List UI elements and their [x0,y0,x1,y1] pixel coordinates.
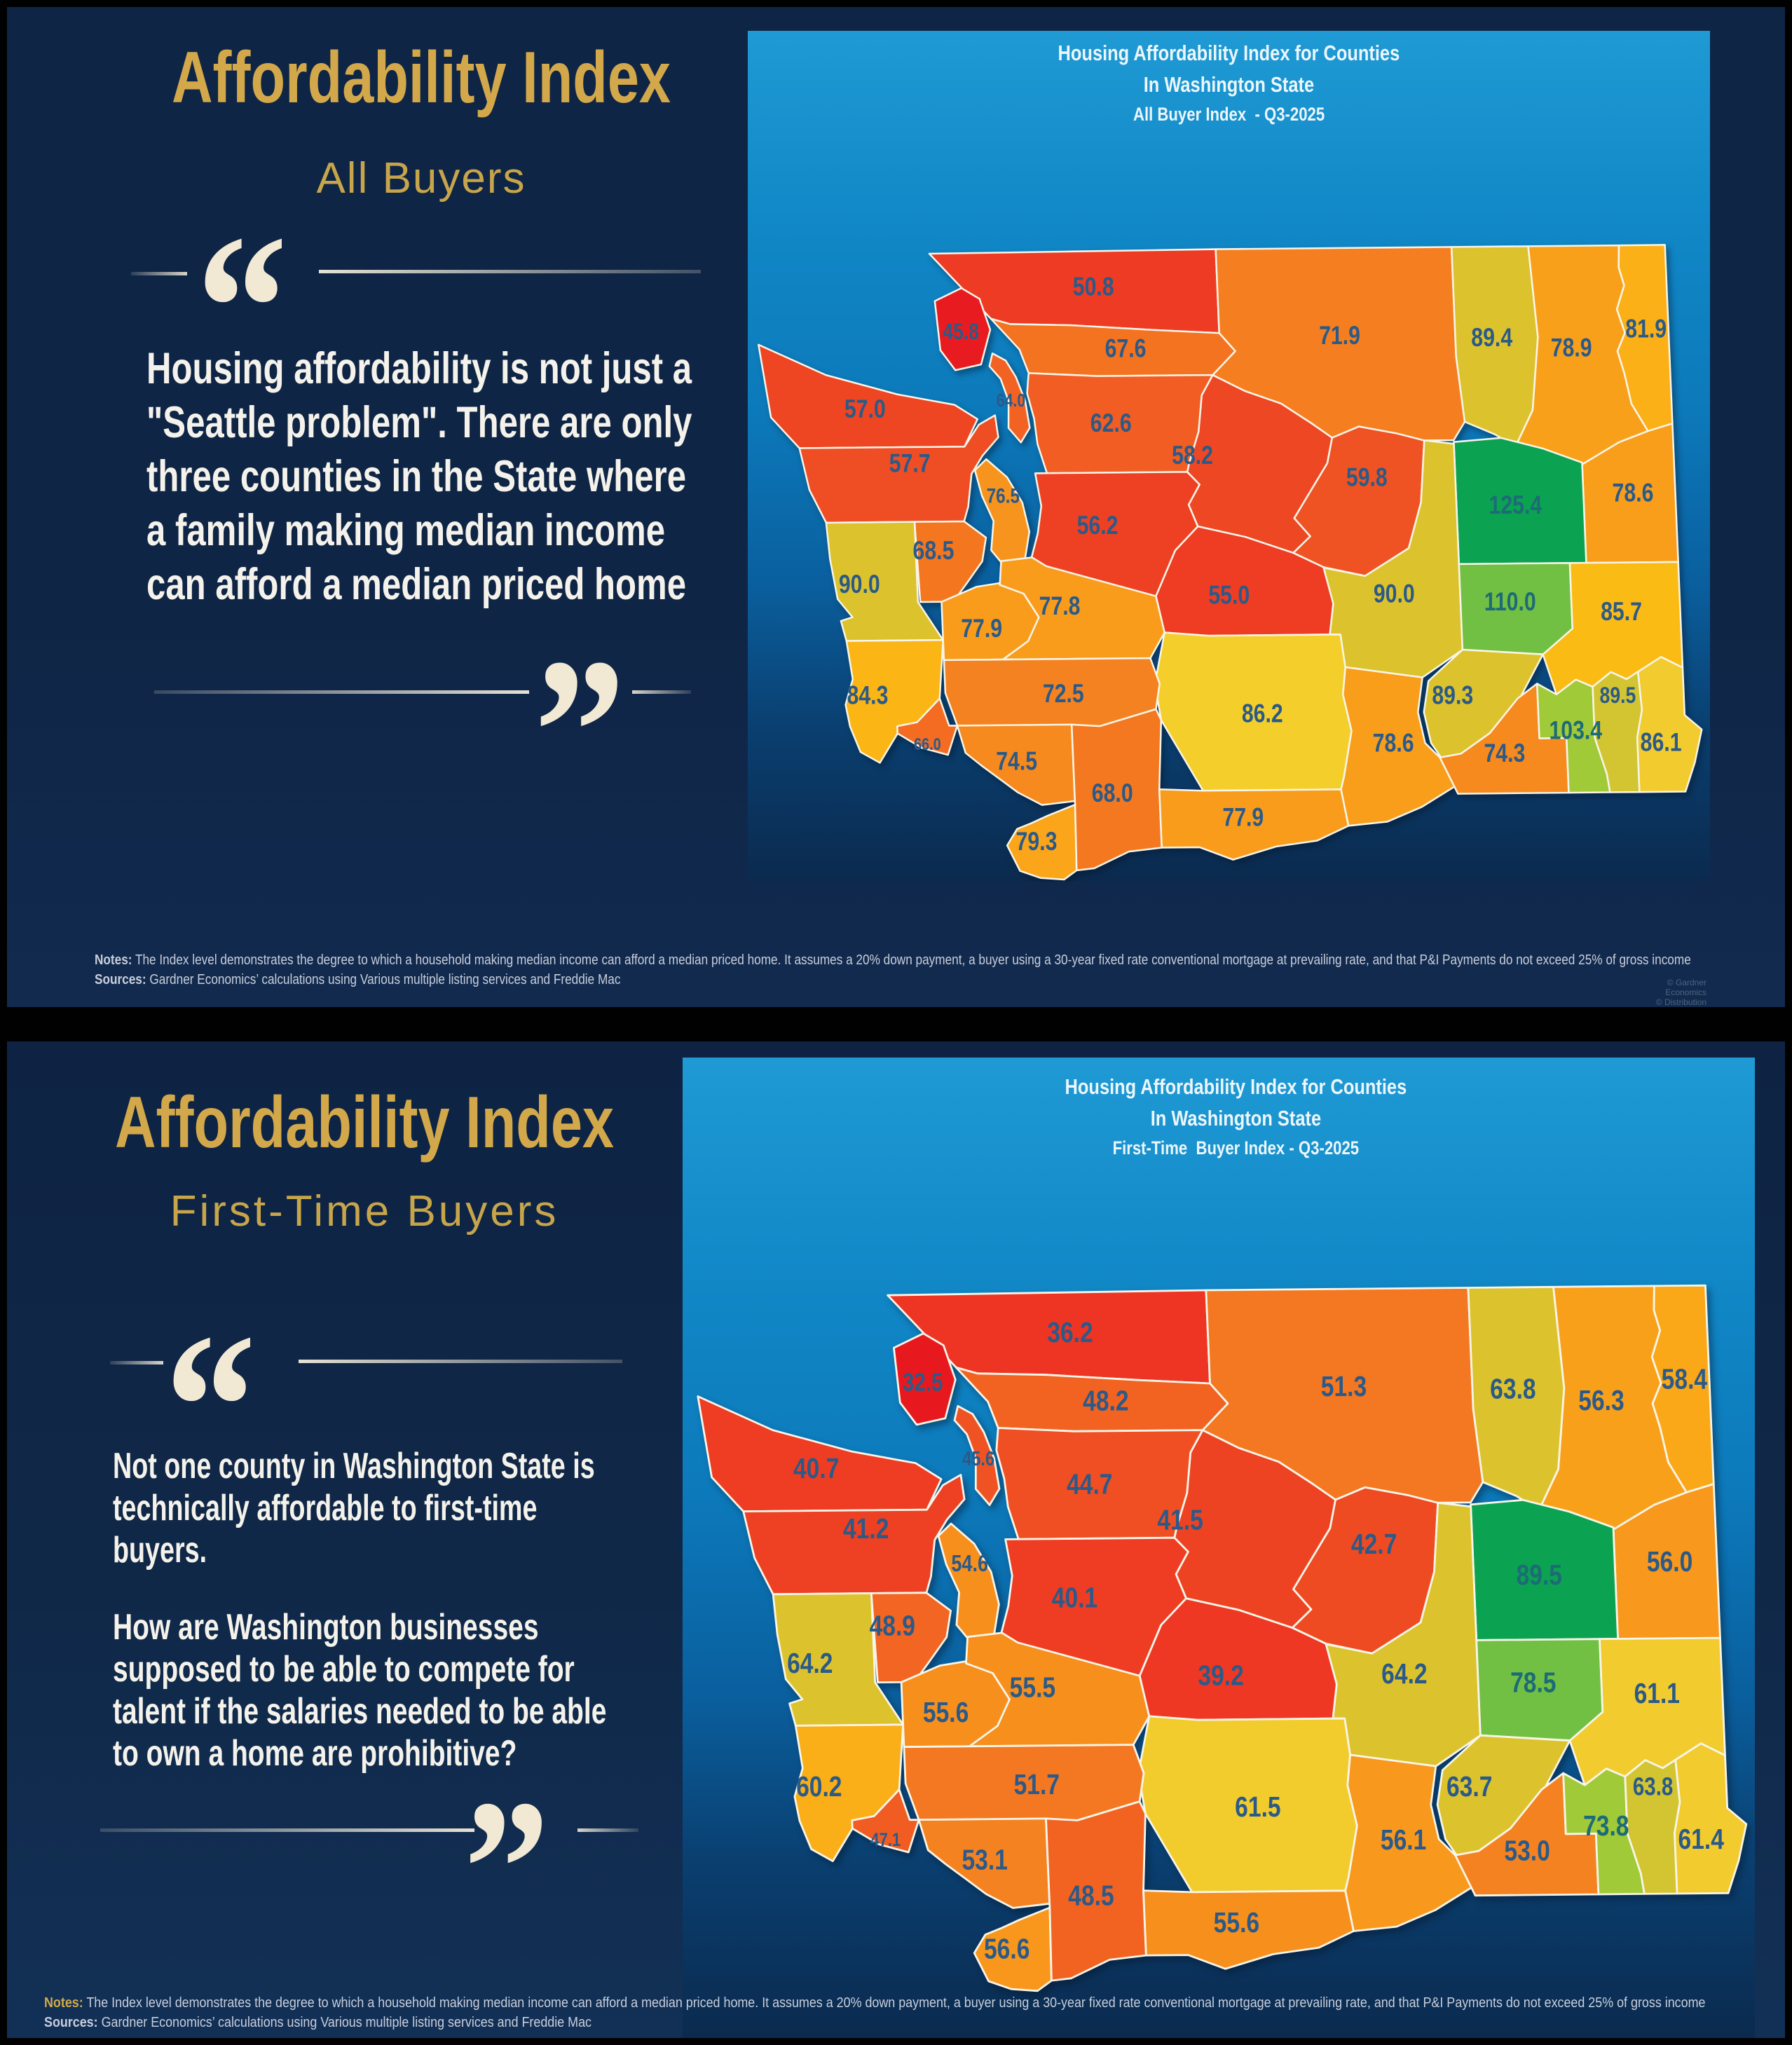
svg-text:55.6: 55.6 [1214,1906,1259,1938]
svg-text:48.5: 48.5 [1068,1879,1114,1911]
svg-text:78.6: 78.6 [1613,479,1654,508]
svg-text:68.5: 68.5 [913,536,955,566]
svg-text:59.8: 59.8 [1346,463,1388,492]
svg-text:64.2: 64.2 [787,1647,833,1679]
svg-text:51.3: 51.3 [1321,1370,1367,1402]
svg-text:86.2: 86.2 [1242,699,1283,728]
svg-text:48.2: 48.2 [1083,1385,1128,1417]
svg-text:79.3: 79.3 [1016,827,1058,856]
svg-text:77.9: 77.9 [961,614,1002,643]
svg-text:110.0: 110.0 [1484,587,1536,617]
svg-text:55.5: 55.5 [1010,1671,1055,1703]
svg-text:90.0: 90.0 [839,570,880,599]
svg-text:63.7: 63.7 [1446,1770,1492,1803]
svg-text:56.2: 56.2 [1077,511,1119,540]
svg-text:53.0: 53.0 [1504,1834,1550,1866]
svg-text:90.0: 90.0 [1374,580,1415,609]
svg-text:77.8: 77.8 [1039,591,1081,621]
svg-text:56.3: 56.3 [1578,1384,1624,1416]
svg-text:61.1: 61.1 [1634,1677,1680,1709]
svg-text:73.8: 73.8 [1583,1810,1629,1842]
svg-text:60.2: 60.2 [796,1770,842,1803]
svg-text:40.7: 40.7 [793,1452,839,1484]
svg-text:39.2: 39.2 [1198,1659,1243,1691]
svg-text:56.6: 56.6 [984,1933,1030,1965]
svg-text:103.4: 103.4 [1549,716,1602,746]
svg-text:40.1: 40.1 [1052,1581,1097,1613]
svg-text:58.4: 58.4 [1662,1363,1708,1395]
svg-text:55.6: 55.6 [923,1696,969,1728]
svg-text:55.0: 55.0 [1208,581,1250,610]
svg-text:86.1: 86.1 [1641,728,1682,758]
svg-text:42.7: 42.7 [1351,1528,1397,1560]
svg-text:89.3: 89.3 [1432,680,1473,710]
svg-text:81.9: 81.9 [1625,315,1667,344]
svg-text:78.5: 78.5 [1510,1666,1556,1698]
svg-text:44.7: 44.7 [1067,1468,1112,1500]
svg-text:61.5: 61.5 [1235,1791,1280,1823]
svg-text:53.1: 53.1 [962,1844,1007,1876]
svg-text:68.0: 68.0 [1092,779,1133,808]
svg-text:61.4: 61.4 [1678,1823,1724,1855]
svg-text:41.2: 41.2 [843,1512,889,1545]
svg-text:125.4: 125.4 [1489,491,1543,520]
svg-text:62.6: 62.6 [1090,409,1132,438]
svg-text:56.1: 56.1 [1381,1824,1426,1856]
svg-text:63.8: 63.8 [1633,1772,1673,1800]
svg-text:36.2: 36.2 [1047,1316,1093,1348]
svg-text:45.8: 45.8 [943,319,979,344]
svg-text:89.5: 89.5 [1600,683,1636,709]
svg-text:45.6: 45.6 [962,1447,994,1470]
svg-text:54.6: 54.6 [951,1552,988,1577]
svg-text:57.7: 57.7 [889,449,931,479]
svg-text:77.9: 77.9 [1222,803,1264,833]
svg-text:74.3: 74.3 [1484,739,1525,768]
svg-text:78.9: 78.9 [1551,334,1592,363]
svg-text:89.5: 89.5 [1517,1559,1562,1591]
svg-text:48.9: 48.9 [870,1609,915,1641]
svg-text:64.2: 64.2 [1381,1657,1427,1690]
svg-text:71.9: 71.9 [1319,321,1360,350]
svg-text:41.5: 41.5 [1157,1503,1203,1536]
svg-text:63.8: 63.8 [1490,1372,1535,1404]
svg-text:56.0: 56.0 [1647,1545,1692,1578]
svg-text:64.0: 64.0 [997,390,1026,411]
svg-text:76.5: 76.5 [987,484,1020,507]
svg-text:50.8: 50.8 [1073,272,1114,301]
svg-text:58.2: 58.2 [1172,441,1213,470]
svg-text:32.5: 32.5 [903,1368,943,1396]
svg-text:85.7: 85.7 [1601,597,1642,627]
svg-text:78.6: 78.6 [1373,729,1414,758]
svg-text:67.6: 67.6 [1105,334,1147,363]
svg-text:89.4: 89.4 [1471,323,1512,353]
svg-text:51.7: 51.7 [1014,1768,1060,1800]
svg-text:72.5: 72.5 [1043,679,1084,709]
svg-text:57.0: 57.0 [844,395,886,424]
svg-text:47.1: 47.1 [870,1830,901,1851]
svg-text:84.3: 84.3 [847,681,889,711]
svg-text:66.0: 66.0 [914,734,941,753]
svg-text:74.5: 74.5 [996,747,1037,777]
